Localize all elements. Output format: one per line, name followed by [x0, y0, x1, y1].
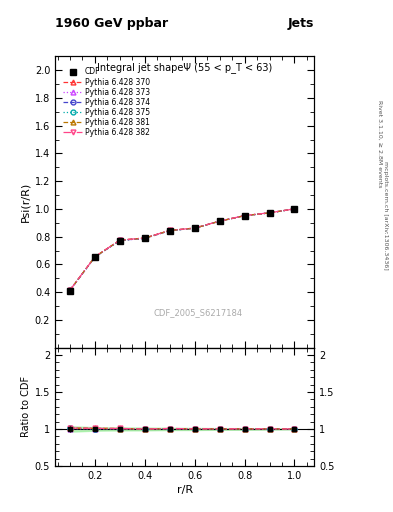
Legend: CDF, Pythia 6.428 370, Pythia 6.428 373, Pythia 6.428 374, Pythia 6.428 375, Pyt: CDF, Pythia 6.428 370, Pythia 6.428 373,…	[61, 66, 152, 139]
Text: 1960 GeV ppbar: 1960 GeV ppbar	[55, 16, 168, 30]
Text: CDF_2005_S6217184: CDF_2005_S6217184	[153, 308, 242, 317]
Text: Jets: Jets	[288, 16, 314, 30]
X-axis label: r/R: r/R	[176, 485, 193, 495]
Y-axis label: Psi(r/R): Psi(r/R)	[20, 182, 31, 222]
Text: Rivet 3.1.10, ≥ 2.8M events: Rivet 3.1.10, ≥ 2.8M events	[377, 100, 382, 187]
Y-axis label: Ratio to CDF: Ratio to CDF	[20, 376, 31, 437]
Text: mcplots.cern.ch [arXiv:1306.3436]: mcplots.cern.ch [arXiv:1306.3436]	[384, 161, 388, 269]
Text: Integral jet shapeΨ (55 < p_T < 63): Integral jet shapeΨ (55 < p_T < 63)	[97, 62, 272, 73]
